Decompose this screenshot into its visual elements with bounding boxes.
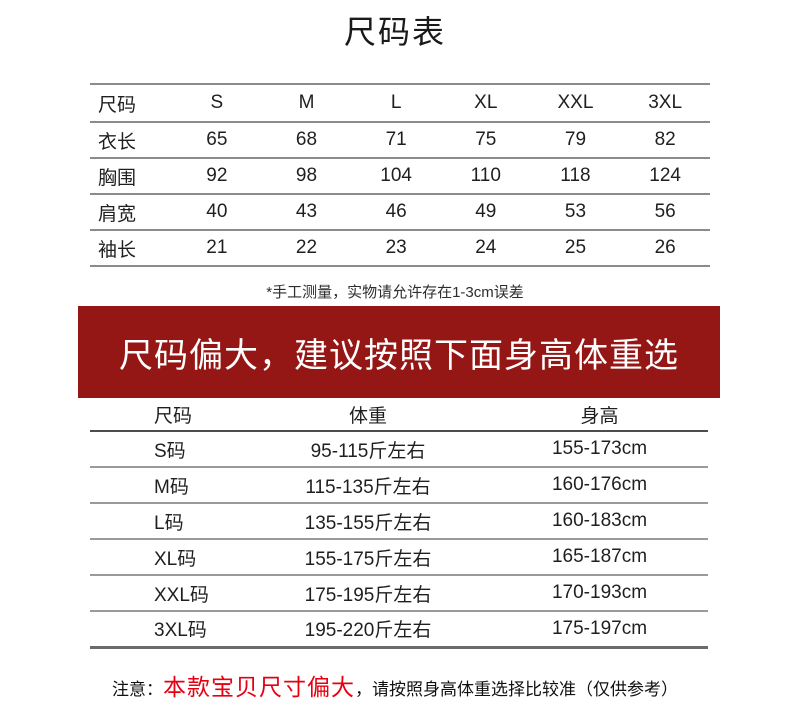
cell: 155-175斤左右 <box>304 548 432 570</box>
table-row: XXL码 175-195斤左右 170-193cm <box>90 575 708 611</box>
cell: 115-135斤左右 <box>305 476 431 498</box>
row-label: XL码 <box>154 548 197 570</box>
fit-table: 尺码 体重 身高 S码 95-115斤左右 155-173cm M码 115-1… <box>90 398 708 649</box>
cell: 40 <box>206 201 228 222</box>
cell: 53 <box>564 201 587 222</box>
table-row: 胸围 92 98 104 110 118 124 <box>90 158 710 194</box>
row-label: 袖长 <box>98 239 137 261</box>
row-label: 衣长 <box>98 131 137 153</box>
table-row: XL码 155-175斤左右 165-187cm <box>90 539 708 575</box>
row-label: S码 <box>154 440 186 462</box>
table-row: 袖长 21 22 23 24 25 26 <box>90 230 710 266</box>
cell: 165-187cm <box>551 546 648 567</box>
banner-text: 尺码偏大，建议按照下面身高体重选 <box>119 336 679 375</box>
cell: 175-195斤左右 <box>304 584 432 606</box>
cell: 195-220斤左右 <box>304 620 432 642</box>
table-row: 3XL码 195-220斤左右 175-197cm <box>90 611 708 647</box>
table-row: 肩宽 40 43 46 49 53 56 <box>90 194 710 230</box>
cell: 170-193cm <box>551 582 648 603</box>
cell: 118 <box>560 165 591 186</box>
row-label: 3XL码 <box>154 620 207 642</box>
measurement-header-row: 尺码 S M L XL XXL 3XL <box>90 84 710 122</box>
cell: 26 <box>654 237 676 258</box>
cell: 135-155斤左右 <box>304 512 432 534</box>
header-cell: 尺码 <box>98 94 137 116</box>
row-label: 胸围 <box>98 167 137 189</box>
row-label: XXL码 <box>154 584 209 606</box>
header-cell: 身高 <box>580 405 619 427</box>
measurement-table: 尺码 S M L XL XXL 3XL 衣长 65 68 71 75 79 82… <box>90 83 710 267</box>
row-label: M码 <box>154 476 189 498</box>
cell: 23 <box>385 237 407 258</box>
cell: 25 <box>564 237 587 258</box>
cell: 155-173cm <box>551 438 648 459</box>
cell: 95-115斤左右 <box>310 440 426 462</box>
page-title: 尺码表 <box>343 14 446 50</box>
cell: 21 <box>206 237 228 258</box>
cell: 104 <box>380 165 412 186</box>
row-label: 肩宽 <box>98 203 137 225</box>
cell: 82 <box>654 129 676 150</box>
header-cell: XXL <box>557 92 594 113</box>
note-prefix: 注意： <box>112 680 163 699</box>
cell: 110 <box>470 165 501 186</box>
cell: 79 <box>564 129 587 150</box>
cell: 56 <box>654 201 676 222</box>
cell: 124 <box>649 165 681 186</box>
table-row: 衣长 65 68 71 75 79 82 <box>90 122 710 158</box>
footer-note: 注意：本款宝贝尺寸偏大，请按照身高体重选择比较准（仅供参考） <box>0 668 790 702</box>
cell: 160-183cm <box>551 510 648 531</box>
table-row: M码 115-135斤左右 160-176cm <box>90 467 708 503</box>
header-cell: S <box>210 92 224 113</box>
note-suffix: ，请按照身高体重选择比较准（仅供参考） <box>355 680 678 699</box>
cell: 24 <box>475 237 497 258</box>
cell: 71 <box>385 129 407 150</box>
cell: 175-197cm <box>551 617 648 639</box>
fit-header-row: 尺码 体重 身高 <box>90 398 708 431</box>
cell: 46 <box>385 201 407 222</box>
header-cell: XL <box>474 92 498 113</box>
header-cell: 体重 <box>348 405 387 427</box>
cell: 22 <box>295 237 318 258</box>
row-label: L码 <box>154 512 184 534</box>
header-cell: L <box>390 92 402 113</box>
cell: 75 <box>475 129 497 150</box>
cell: 98 <box>295 165 318 186</box>
table-row: L码 135-155斤左右 160-183cm <box>90 503 708 539</box>
measurement-note: *手工测量，实物请允许存在1-3cm误差 <box>266 284 524 301</box>
table-row: S码 95-115斤左右 155-173cm <box>90 431 708 467</box>
cell: 65 <box>206 129 228 150</box>
cell: 68 <box>295 129 318 150</box>
header-cell: 3XL <box>648 92 683 113</box>
cell: 160-176cm <box>551 474 648 495</box>
header-cell: M <box>298 92 315 113</box>
size-warning-banner: 尺码偏大，建议按照下面身高体重选 <box>78 306 720 398</box>
cell: 92 <box>206 165 228 186</box>
cell: 49 <box>475 201 497 222</box>
cell: 43 <box>295 201 318 222</box>
header-cell: 尺码 <box>154 405 193 427</box>
note-highlight: 本款宝贝尺寸偏大 <box>163 674 355 700</box>
